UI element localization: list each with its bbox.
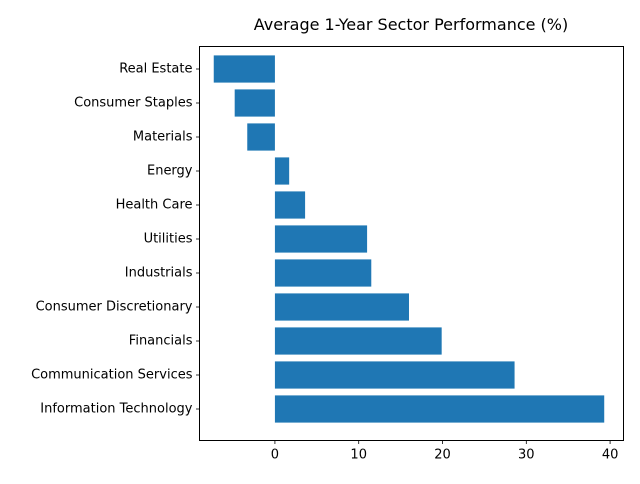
bar <box>274 293 409 321</box>
bar <box>247 123 275 151</box>
x-tick-label: 20 <box>434 448 451 463</box>
x-tick-label: 10 <box>350 448 367 463</box>
y-axis-ticks: Real Estate Consumer Staples Materials Ener… <box>31 62 200 417</box>
x-axis-ticks: 0 10 20 30 40 <box>271 440 619 463</box>
bar <box>274 157 290 185</box>
x-tick-label: 0 <box>271 448 279 463</box>
y-tick-label: Health Care <box>116 198 193 213</box>
y-tick-label: Financials <box>129 334 193 349</box>
bar <box>213 55 275 83</box>
y-tick-label: Materials <box>133 130 193 145</box>
bar <box>274 191 306 219</box>
bar <box>274 259 372 287</box>
y-tick-label: Real Estate <box>119 62 192 77</box>
y-tick-label: Information Technology <box>40 402 193 417</box>
y-tick-label: Consumer Discretionary <box>36 300 193 315</box>
bar <box>274 361 515 389</box>
bar <box>274 395 605 423</box>
y-tick-label: Utilities <box>144 232 193 247</box>
bar <box>274 225 368 253</box>
y-tick-label: Energy <box>147 164 193 179</box>
bars-layer <box>213 55 605 423</box>
x-tick-label: 30 <box>518 448 535 463</box>
bar <box>274 327 442 355</box>
bar <box>234 89 275 117</box>
chart-title: Average 1-Year Sector Performance (%) <box>254 15 569 34</box>
plot-frame <box>199 46 624 441</box>
y-tick-label: Consumer Staples <box>74 96 193 111</box>
x-tick-label: 40 <box>602 448 619 463</box>
y-tick-label: Communication Services <box>31 368 193 383</box>
y-tick-label: Industrials <box>125 266 193 281</box>
